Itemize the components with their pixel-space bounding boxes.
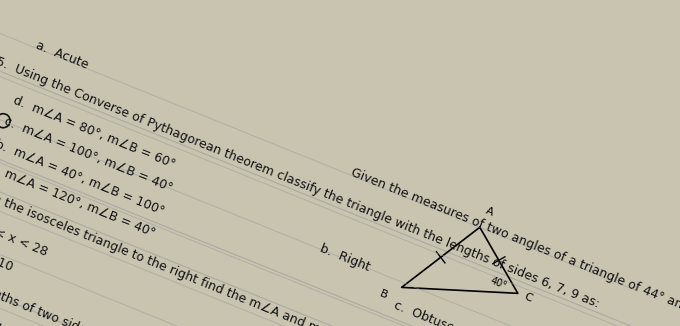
Text: 40°: 40° (488, 275, 508, 291)
Text: b.  Right: b. Right (318, 242, 372, 274)
Text: c.  m∠A = 100°, m∠B = 40°: c. m∠A = 100°, m∠B = 40° (3, 115, 175, 194)
Text: Given the lengths of two sides of a triangle, 10 and 18, the: Given the lengths of two sides of a tria… (0, 257, 261, 326)
Text: a.  m∠A = 120°, m∠B = 40°: a. m∠A = 120°, m∠B = 40° (0, 160, 157, 240)
Text: b.  m∠A = 40°, m∠B = 100°: b. m∠A = 40°, m∠B = 100° (0, 138, 167, 218)
Text: C: C (522, 291, 533, 304)
Text: c.  Obtuse: c. Obtuse (392, 299, 456, 326)
Text: a.  x > 10: a. x > 10 (0, 239, 14, 274)
Text: A: A (484, 206, 495, 218)
Text: b.  3, 5, 7: b. 3, 5, 7 (0, 323, 54, 326)
Text: 4.  Given the isosceles triangle to the right find the m∠A and m∠B.: 4. Given the isosceles triangle to the r… (0, 174, 344, 326)
Text: d.  m∠A = 80°, m∠B = 60°: d. m∠A = 80°, m∠B = 60° (12, 93, 177, 170)
Text: B: B (379, 288, 390, 300)
Text: a.  Acute: a. Acute (33, 39, 90, 71)
Text: 5.  Using the Converse of Pythagorean theorem classify the triangle with the len: 5. Using the Converse of Pythagorean the… (0, 55, 602, 311)
Text: b.  8 < x < 28: b. 8 < x < 28 (0, 214, 49, 259)
Text: Given the measures of two angles of a triangle of 44° and 71° the third angle mu: Given the measures of two angles of a tr… (349, 166, 680, 326)
